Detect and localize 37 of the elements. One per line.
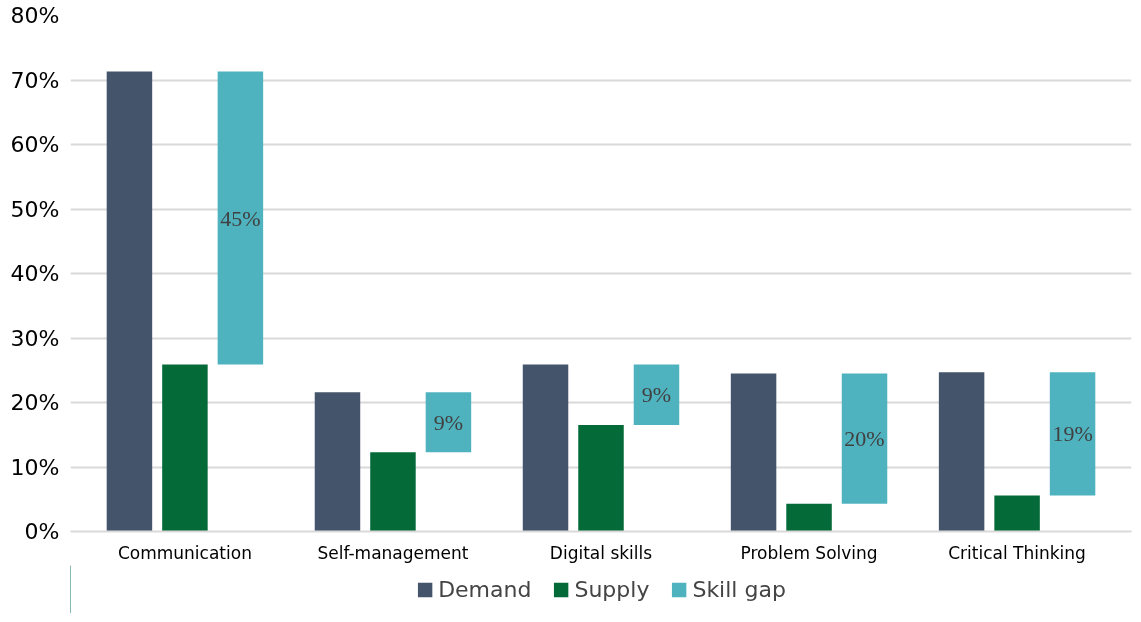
bar: [938, 372, 985, 532]
y-tick-label: 10%: [10, 454, 60, 480]
data-label: 9%: [433, 409, 464, 435]
data-label: 20%: [844, 426, 885, 452]
bar: [633, 364, 680, 426]
bar: [1049, 372, 1096, 496]
x-tick-label: Problem Solving: [740, 542, 878, 563]
bar: [425, 392, 472, 453]
x-tick-label: Critical Thinking: [948, 542, 1086, 563]
bar: [106, 71, 153, 532]
bar: [786, 503, 832, 532]
bar: [994, 495, 1040, 532]
x-tick-label: Digital skills: [549, 542, 653, 563]
bar: [578, 425, 624, 532]
bar: [314, 392, 361, 532]
y-tick-label: 50%: [10, 196, 60, 222]
bar: [162, 364, 208, 532]
x-tick-label: Self-management: [317, 542, 469, 563]
y-tick-label: 40%: [10, 261, 60, 286]
legend-label: Demand: [438, 576, 532, 602]
data-label: 45%: [220, 205, 261, 231]
bar: [522, 364, 569, 532]
bar: [730, 373, 777, 532]
data-label: 9%: [641, 382, 672, 408]
bar: [217, 71, 264, 365]
y-tick-label: 0%: [24, 519, 60, 544]
y-tick-label: 30%: [10, 325, 60, 351]
legend-label: Skill gap: [692, 576, 786, 602]
y-tick-label: 80%: [10, 3, 60, 28]
y-tick-label: 70%: [10, 67, 60, 93]
legend-label: Supply: [574, 576, 650, 602]
y-tick-label: 20%: [10, 390, 60, 415]
y-tick-label: 60%: [10, 132, 60, 157]
bar: [370, 452, 416, 532]
x-tick-label: Communication: [117, 542, 252, 563]
bar: [841, 373, 888, 504]
data-label: 19%: [1052, 421, 1093, 447]
